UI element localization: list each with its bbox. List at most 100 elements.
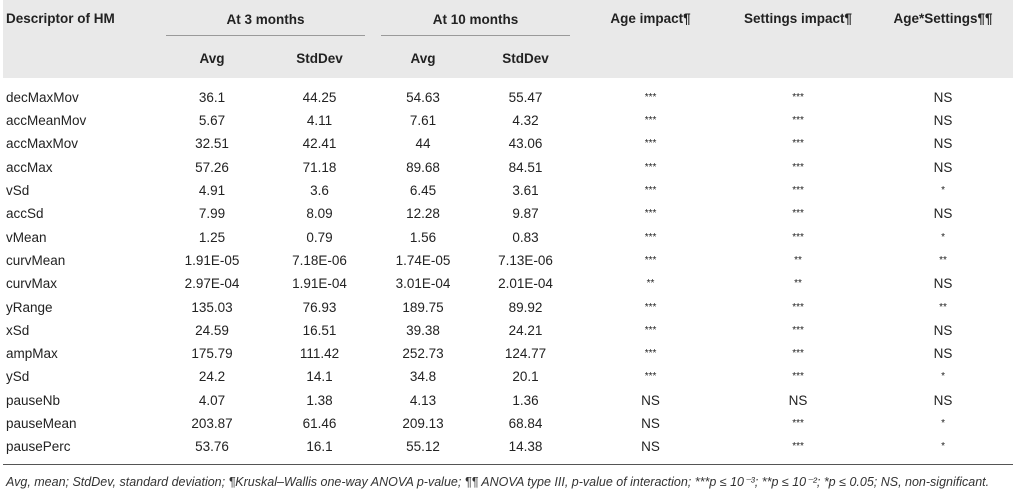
table-row: xSd 24.59 16.51 39.38 24.21 *** *** NS <box>3 319 1013 342</box>
header-avg-10: Avg <box>373 38 474 78</box>
header-stddev-10: StdDev <box>473 38 579 78</box>
cell-age-impact: NS <box>641 416 660 431</box>
cell-age-impact: *** <box>644 208 657 220</box>
cell-settings-impact: ** <box>794 278 802 290</box>
cell-settings-impact: *** <box>792 115 804 127</box>
cell-age-impact: *** <box>644 138 657 150</box>
header-group-10-months: At 10 months <box>373 0 579 38</box>
table-row: curvMean 1.91E-05 7.18E-06 1.74E-05 7.13E-06… <box>3 249 1013 272</box>
cell-stddev-3-months: 42.41 <box>302 136 337 152</box>
cell-stddev-10-months: 7.13E-06 <box>498 252 553 268</box>
table-row: yRange 135.03 76.93 189.75 89.92 *** *** ** <box>3 295 1013 318</box>
cell-avg-10-months: 3.01E-04 <box>395 276 451 292</box>
cell-descriptor: vMean <box>6 229 47 245</box>
cell-stddev-3-months: 7.18E-06 <box>292 252 347 268</box>
table-row: pauseNb 4.07 1.38 4.13 1.36 NS NS NS <box>3 389 1013 412</box>
cell-stddev-10-months: 3.61 <box>512 183 539 199</box>
cell-settings-impact: *** <box>792 208 804 220</box>
cell-stddev-3-months: 0.79 <box>306 229 333 245</box>
cell-descriptor: ySd <box>6 369 30 385</box>
cell-avg-3-months: 135.03 <box>191 299 233 315</box>
table-row: curvMax 2.97E-04 1.91E-04 3.01E-04 2.01E-04 *… <box>3 272 1013 295</box>
header-settings-impact: Settings impact¶ <box>723 0 874 78</box>
cell-interaction: NS <box>933 392 953 408</box>
cell-settings-impact: ** <box>794 254 802 266</box>
cell-avg-10-months: 54.63 <box>406 90 440 105</box>
cell-age-impact: *** <box>644 185 657 197</box>
cell-descriptor: vSd <box>6 183 30 199</box>
cell-avg-10-months: 34.8 <box>409 369 437 385</box>
cell-stddev-3-months: 61.46 <box>302 416 337 431</box>
cell-stddev-10-months: 89.92 <box>508 299 543 315</box>
cell-stddev-10-months: 20.1 <box>512 369 539 385</box>
cell-stddev-10-months: 1.36 <box>512 392 539 408</box>
cell-avg-10-months: 39.38 <box>406 322 440 338</box>
cell-settings-impact: *** <box>792 231 804 243</box>
cell-stddev-10-months: 68.84 <box>508 416 543 431</box>
cell-avg-3-months: 1.25 <box>198 229 226 245</box>
table-row: pauseMean 203.87 61.46 209.13 68.84 NS *** * <box>3 412 1013 435</box>
cell-descriptor: curvMean <box>6 252 66 268</box>
cell-stddev-3-months: 16.1 <box>266 435 374 466</box>
cell-descriptor: ampMax <box>6 346 58 362</box>
table-row: vSd 4.91 3.6 6.45 3.61 *** *** * <box>3 179 1013 202</box>
cell-settings-impact: *** <box>792 348 804 360</box>
cell-avg-10-months: 189.75 <box>402 299 444 315</box>
table-row: accSd 7.99 8.09 12.28 9.87 *** *** NS <box>3 202 1013 225</box>
cell-interaction: ** <box>939 301 947 313</box>
header-descriptor: Descriptor of HM <box>3 0 158 78</box>
cell-settings-impact: *** <box>792 185 804 197</box>
cell-stddev-3-months: 14.1 <box>306 369 333 385</box>
cell-avg-10-months: 252.73 <box>402 346 444 362</box>
cell-interaction: * <box>941 185 945 197</box>
cell-avg-3-months: 32.51 <box>195 136 229 152</box>
table-body: decMaxMov 36.1 44.25 54.63 55.47 *** *** NS accM… <box>3 78 1014 466</box>
cell-age-impact: *** <box>644 254 657 266</box>
table-row: accMeanMov 5.67 4.11 7.61 4.32 *** *** NS <box>3 109 1013 132</box>
cell-avg-10-months: 1.56 <box>409 229 437 245</box>
header-group-10-label: At 10 months <box>381 3 571 36</box>
cell-settings-impact: *** <box>723 435 874 466</box>
table-row: decMaxMov 36.1 44.25 54.63 55.47 *** *** NS <box>3 78 1013 109</box>
cell-interaction: NS <box>933 276 953 292</box>
cell-interaction: NS <box>933 346 953 362</box>
cell-avg-3-months: 2.97E-04 <box>184 276 240 292</box>
cell-stddev-10-months: 43.06 <box>508 136 543 152</box>
cell-descriptor: pauseMean <box>6 416 77 431</box>
cell-stddev-3-months: 76.93 <box>302 299 337 315</box>
cell-stddev-3-months: 1.38 <box>306 392 333 408</box>
cell-settings-impact: *** <box>792 324 804 336</box>
cell-descriptor: decMaxMov <box>6 90 79 105</box>
cell-stddev-3-months: 111.42 <box>299 346 340 362</box>
header-group-3-label: At 3 months <box>166 3 366 36</box>
cell-avg-3-months: 4.91 <box>198 183 226 199</box>
cell-avg-10-months: 4.13 <box>409 392 437 408</box>
cell-stddev-3-months: 71.18 <box>302 159 337 175</box>
header-interaction: Age*Settings¶¶ <box>873 0 1014 78</box>
cell-stddev-10-months: 84.51 <box>508 159 543 175</box>
table-row: ampMax 175.79 111.42 252.73 124.77 *** *** NS <box>3 342 1013 365</box>
header-row-main: Descriptor of HM At 3 months At 10 month… <box>3 0 1014 78</box>
cell-avg-10-months: 12.28 <box>406 206 440 222</box>
table-row: vMean 1.25 0.79 1.56 0.83 *** *** * <box>3 225 1013 248</box>
cell-interaction: * <box>941 231 945 243</box>
cell-interaction: NS <box>933 322 953 338</box>
cell-avg-10-months: 7.61 <box>409 113 437 129</box>
cell-interaction: ** <box>939 254 947 266</box>
cell-descriptor: accSd <box>6 206 44 222</box>
header-row-sub: Avg StdDev Avg StdDev <box>3 38 1013 78</box>
cell-age-impact: *** <box>644 231 657 243</box>
cell-settings-impact: *** <box>792 371 804 383</box>
cell-stddev-10-months: 0.83 <box>512 229 539 245</box>
cell-age-impact: *** <box>644 92 657 103</box>
cell-avg-3-months: 24.59 <box>195 322 229 338</box>
cell-avg-3-months: 57.26 <box>195 159 229 175</box>
cell-settings-impact: *** <box>792 301 804 313</box>
cell-interaction: NS <box>933 206 953 222</box>
header-group-3-months: At 3 months <box>158 0 374 38</box>
cell-stddev-10-months: 55.47 <box>508 90 543 105</box>
cell-avg-3-months: 7.99 <box>198 206 226 222</box>
cell-stddev-3-months: 4.11 <box>306 113 333 129</box>
cell-age-impact: *** <box>644 161 657 173</box>
